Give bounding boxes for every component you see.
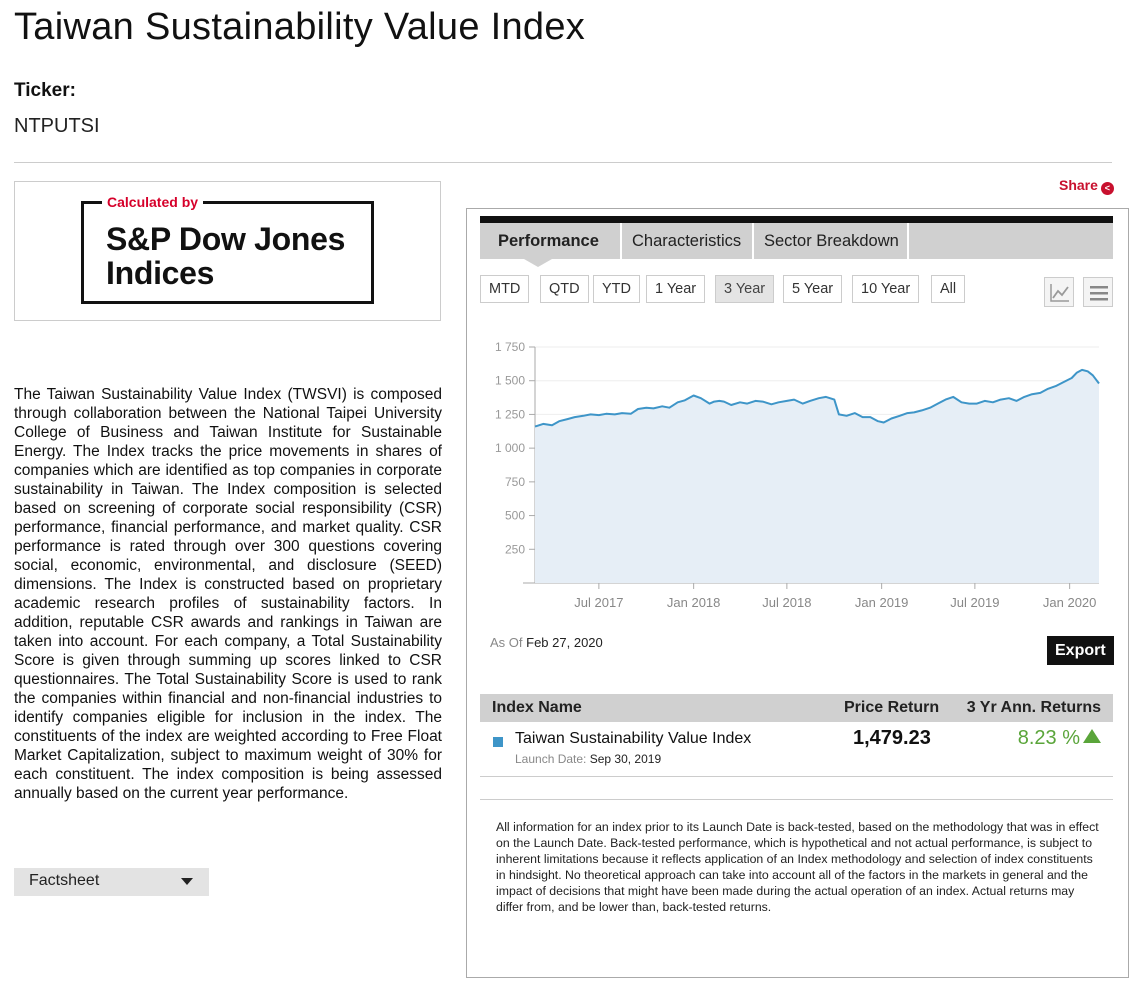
ticker-value: NTPUTSI xyxy=(14,115,100,137)
launch-date-label: Launch Date: xyxy=(515,752,587,766)
y-tick-label: 1 500 xyxy=(495,374,525,388)
as-of: As Of Feb 27, 2020 xyxy=(490,635,603,650)
provider-logo-box: Calculated by S&P Dow Jones Indices xyxy=(14,181,441,321)
as-of-label: As Of xyxy=(490,635,523,650)
up-arrow-icon xyxy=(1083,729,1101,743)
logo-name-line1: S&P Dow Jones xyxy=(106,221,346,257)
logo-name: S&P Dow Jones Indices xyxy=(106,222,345,290)
x-tick-label: Jul 2017 xyxy=(574,595,623,610)
hamburger-menu-icon xyxy=(1090,286,1108,301)
tab-characteristics[interactable]: Characteristics xyxy=(632,232,742,250)
y-tick-label: 500 xyxy=(505,509,525,523)
y-tick-label: 1 000 xyxy=(495,441,525,455)
panel-top-bar xyxy=(480,216,1113,223)
chart-type-button[interactable] xyxy=(1044,277,1074,307)
factsheet-dropdown[interactable]: Factsheet xyxy=(14,868,209,896)
performance-chart: 250 500 750 1 000 1 250 1 500 1 750 Jul 2017 Jan… xyxy=(495,340,1100,610)
share-label: Share xyxy=(1059,177,1098,193)
tab-performance[interactable]: Performance xyxy=(488,223,609,259)
tab-sector-breakdown[interactable]: Sector Breakdown xyxy=(764,232,899,250)
row-launch-date: Launch Date: Sep 30, 2019 xyxy=(515,752,661,766)
launch-date-value: Sep 30, 2019 xyxy=(589,752,662,766)
period-ytd[interactable]: YTD xyxy=(593,275,640,303)
active-tab-pointer xyxy=(524,259,552,267)
logo-calculated-by: Calculated by xyxy=(102,194,204,210)
share-button[interactable]: Share < xyxy=(1059,177,1114,195)
logo-name-line2: Indices xyxy=(106,255,215,291)
tab-separator xyxy=(752,223,754,259)
period-3-year[interactable]: 3 Year xyxy=(715,275,775,303)
export-button[interactable]: Export xyxy=(1047,636,1114,665)
factsheet-label: Factsheet xyxy=(29,872,100,889)
period-mtd[interactable]: MTD xyxy=(480,275,530,303)
chart-menu-button[interactable] xyxy=(1083,277,1113,307)
tab-separator xyxy=(907,223,909,259)
as-of-date: Feb 27, 2020 xyxy=(526,635,603,650)
x-tick-label: Jan 2018 xyxy=(667,595,721,610)
series-area xyxy=(535,369,1099,583)
row-annual-return: 8.23 % xyxy=(1018,727,1101,750)
sp-dow-jones-logo: Calculated by S&P Dow Jones Indices xyxy=(81,194,374,304)
returns-table-header: Index Name Price Return 3 Yr Ann. Return… xyxy=(480,694,1113,722)
header-annual-returns: 3 Yr Ann. Returns xyxy=(966,699,1101,716)
annual-return-value: 8.23 % xyxy=(1017,727,1080,749)
period-5-year[interactable]: 5 Year xyxy=(783,275,843,303)
row-index-name: Taiwan Sustainability Value Index xyxy=(515,730,752,747)
index-description: The Taiwan Sustainability Value Index (T… xyxy=(14,386,442,802)
series-swatch xyxy=(493,737,503,747)
header-index-name: Index Name xyxy=(492,699,582,716)
caret-down-icon xyxy=(181,878,193,885)
x-tick-label: Jul 2019 xyxy=(950,595,999,610)
y-tick-label: 750 xyxy=(505,475,525,489)
performance-panel: Performance Characteristics Sector Break… xyxy=(466,208,1129,978)
divider xyxy=(14,162,1112,163)
page-title: Taiwan Sustainability Value Index xyxy=(14,6,586,48)
table-row: Taiwan Sustainability Value Index Launch… xyxy=(480,722,1113,777)
ticker-label: Ticker: xyxy=(14,80,76,101)
line-chart-icon xyxy=(1050,284,1069,302)
row-price-return: 1,479.23 xyxy=(853,727,931,749)
x-tick-label: Jan 2020 xyxy=(1043,595,1097,610)
divider xyxy=(480,799,1113,800)
tab-separator xyxy=(620,223,622,259)
y-tick-label: 1 250 xyxy=(495,407,525,421)
period-qtd[interactable]: QTD xyxy=(540,275,589,303)
y-tick-label: 1 750 xyxy=(495,340,525,354)
header-price-return: Price Return xyxy=(844,699,940,716)
period-10-year[interactable]: 10 Year xyxy=(852,275,920,303)
x-tick-label: Jan 2019 xyxy=(855,595,909,610)
x-tick-label: Jul 2018 xyxy=(762,595,811,610)
share-icon: < xyxy=(1100,182,1114,195)
series-line xyxy=(534,368,1100,428)
tab-bar: Performance Characteristics Sector Break… xyxy=(480,223,1113,259)
period-all[interactable]: All xyxy=(931,275,966,303)
disclaimer-text: All information for an index prior to it… xyxy=(496,820,1099,914)
period-1-year[interactable]: 1 Year xyxy=(646,275,706,303)
y-tick-label: 250 xyxy=(505,542,525,556)
